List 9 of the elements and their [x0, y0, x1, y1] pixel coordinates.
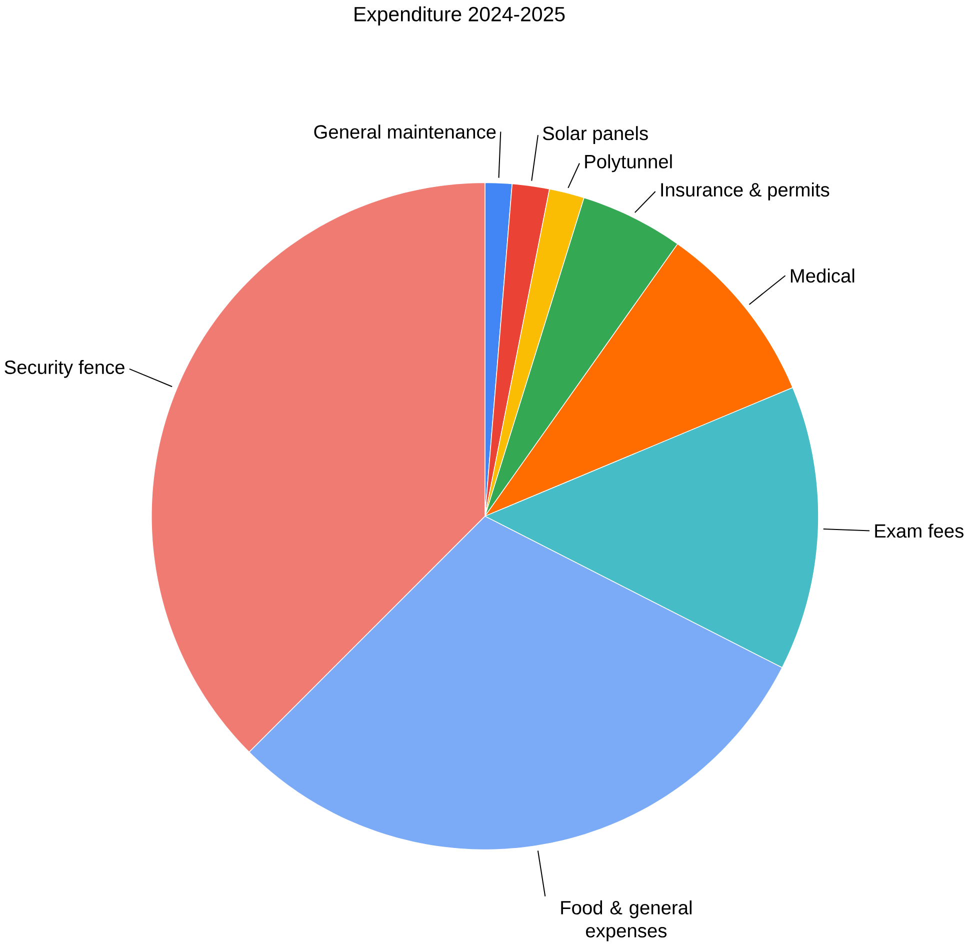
chart-title: Expenditure 2024-2025 [354, 6, 565, 26]
slice-label: Food & general expenses [561, 900, 692, 942]
slice-label: Exam fees [875, 524, 964, 538]
slice-label: Insurance & permits [661, 182, 830, 200]
slice-label: Solar panels [542, 126, 648, 144]
slice-label: Medical [790, 268, 854, 283]
slice-label: Polytunnel [585, 154, 672, 172]
slice-label: Security fence [4, 360, 124, 378]
slice-label: General maintenance [314, 124, 496, 139]
